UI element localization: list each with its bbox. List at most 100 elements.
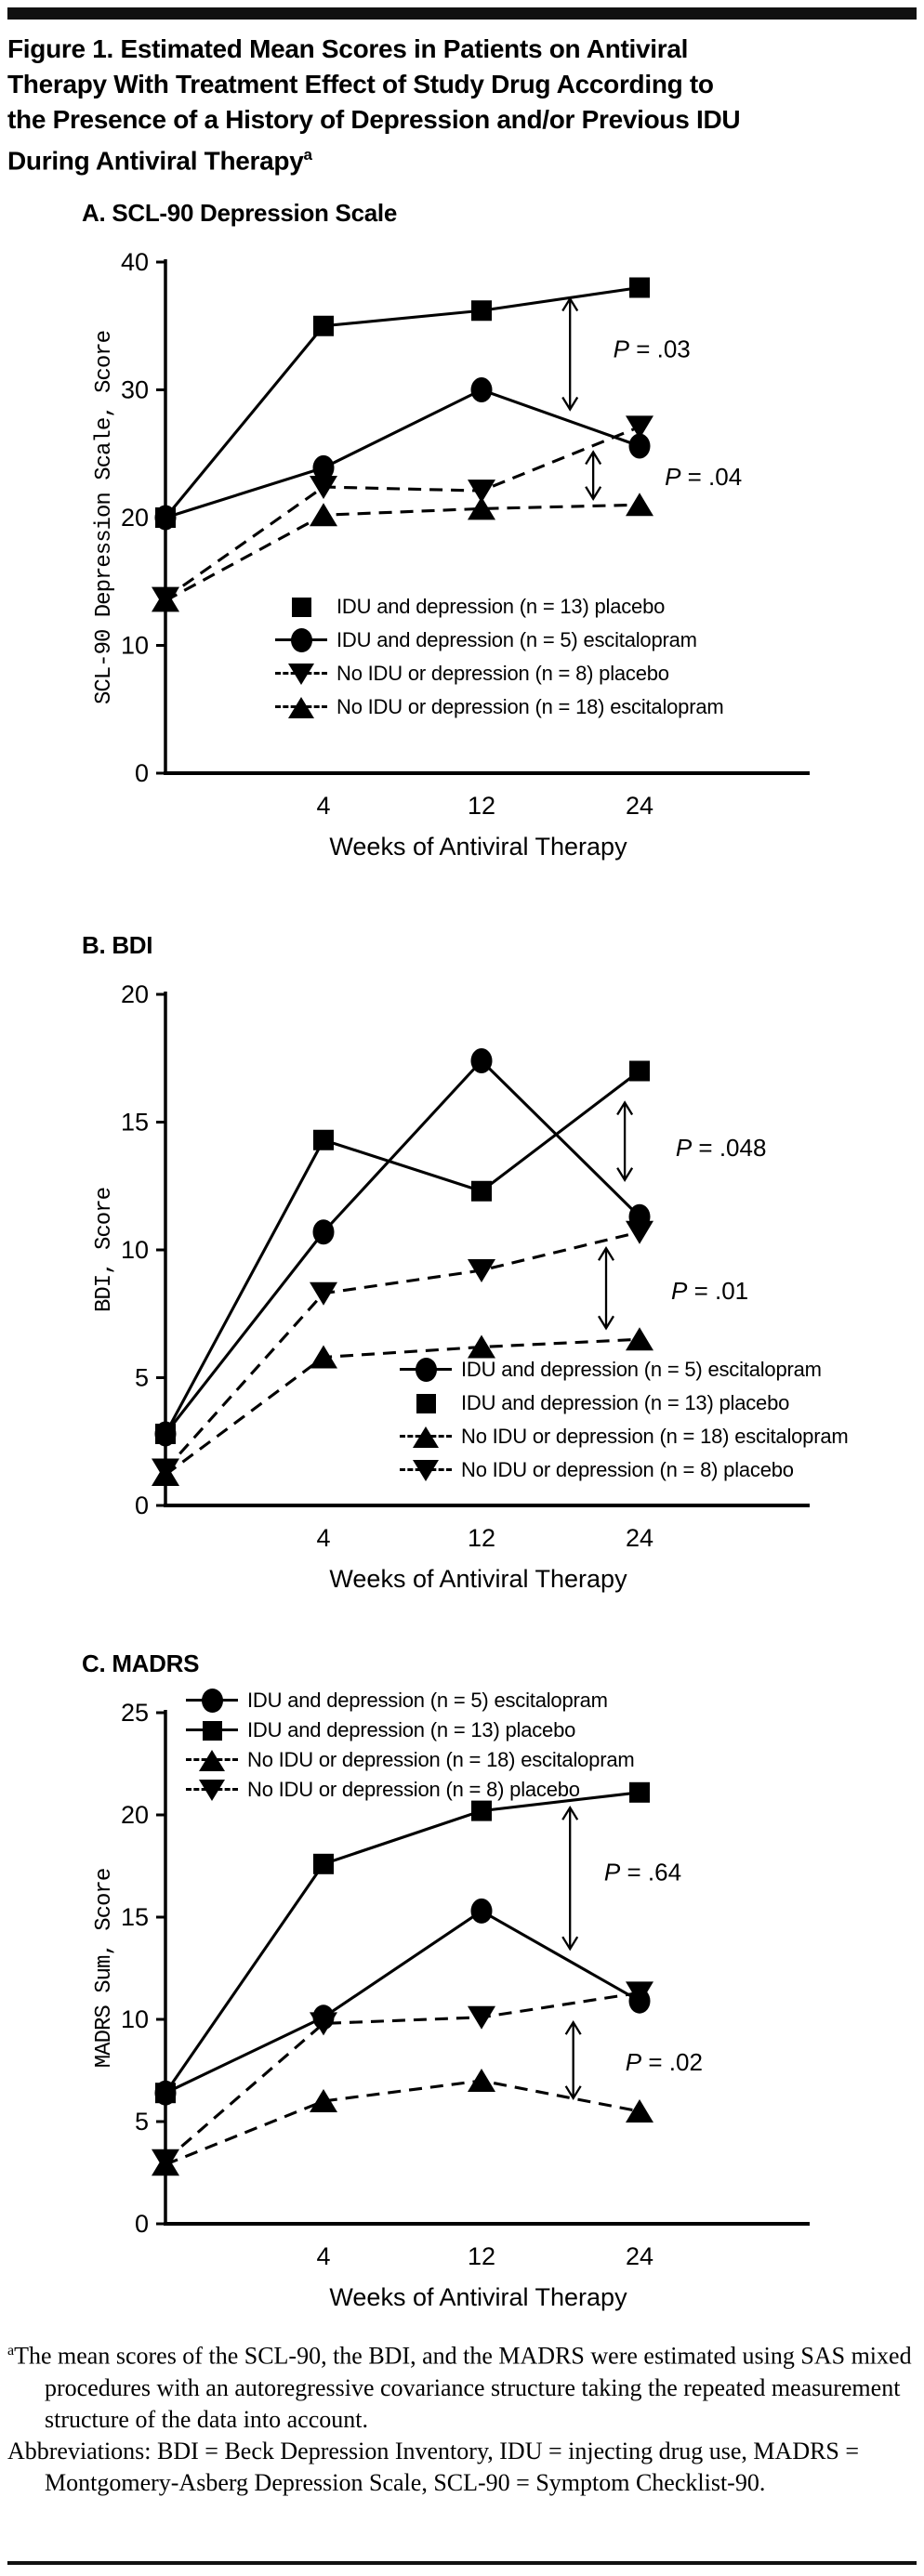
y-tick-label: 0 [135,1492,149,1519]
triangle-up-marker [310,503,337,527]
panel-a-canvas: 0 10 20 30 40 4 12 24 Weeks of Antiviral Therapy… [92,248,810,861]
legend-item: IDU and depression (n = 13) placebo [186,1716,635,1744]
triangle-down-marker [626,1220,653,1244]
y-tick-label: 15 [121,1903,149,1931]
x-tick-label: 12 [468,792,495,820]
panel-a-heading: A. SCL-90 Depression Scale [82,199,397,227]
square-marker [313,315,334,336]
triangle-up-marker [626,493,653,517]
circle-marker [312,1219,335,1245]
legend-label: No IDU or depression (n = 18) escitalopr… [337,695,724,718]
y-axis-title: BDI, Score [92,1188,117,1312]
legend-label: IDU and depression (n = 13) placebo [247,1718,576,1741]
triangle-up-icon [400,1423,452,1451]
legend-item: No IDU or depression (n = 8) placebo [275,660,724,688]
square-marker [629,277,650,298]
top-rule [7,7,917,20]
legend-label: IDU and depression (n = 13) placebo [461,1391,790,1414]
legend-item: IDU and depression (n = 5) escitalopram [275,626,724,654]
triangle-down-icon [400,1456,452,1484]
panel-c: C. MADRS 0 5 10 15 20 25 4 12 24 Weeks of Antivir… [0,1648,924,2326]
circle-marker [628,433,651,459]
circle-marker [312,454,335,480]
x-axis-title: Weeks of Antiviral Therapy [329,2283,627,2311]
arrow-head-down-icon [585,486,602,501]
triangle-up-marker [310,1345,337,1369]
p-value-label: P = .04 [665,463,742,491]
p-value-label: P = .64 [604,1859,681,1886]
panel-c-canvas: 0 5 10 15 20 25 4 12 24 Weeks of Antiviral Therap… [92,1699,810,2311]
series-line-square [164,1070,640,1435]
series-line-triangle-down [165,425,640,599]
square-icon [400,1389,452,1417]
triangle-down-marker [310,1281,337,1306]
x-tick-label: 4 [316,2242,330,2270]
y-tick-label: 20 [121,1801,149,1829]
square-icon [275,593,327,621]
series-line-square [164,285,640,519]
y-tick-label: 20 [121,504,149,532]
legend-item: No IDU or depression (n = 8) placebo [400,1456,849,1484]
x-tick-label: 4 [316,792,330,820]
y-tick-label: 5 [135,2108,149,2136]
legend-item: IDU and depression (n = 13) placebo [400,1389,849,1417]
series-line-triangle-up [165,2079,640,2166]
triangle-down-marker [310,476,337,499]
y-tick-label: 10 [121,2005,149,2033]
arrow-head-up-icon [585,450,602,466]
legend-label: IDU and depression (n = 13) placebo [337,595,666,618]
y-axis-title: SCL-90 Depression Scale, Score [92,331,117,704]
x-axis-title: Weeks of Antiviral Therapy [329,1565,627,1593]
triangle-down-marker [468,1259,495,1282]
x-tick-label: 12 [468,1524,495,1552]
triangle-down-marker [468,2005,495,2030]
x-tick-label: 4 [316,1524,330,1552]
y-tick-label: 10 [121,1236,149,1264]
y-axis-title: MADRS Sum, Score [92,1869,117,2068]
square-marker [155,2083,176,2104]
arrow-head-up-icon [561,296,579,312]
figure-title-line: During Antiviral Therapya [7,146,312,176]
figure-title-line: Figure 1. Estimated Mean Scores in Patie… [7,34,689,63]
legend-label: No IDU or depression (n = 18) escitalopr… [461,1425,849,1448]
series-line-triangle-down [164,1991,640,2162]
square-marker [471,1180,492,1202]
y-tick-label: 0 [135,759,149,787]
legend-item: IDU and depression (n = 5) escitalopram [400,1356,849,1384]
legend-item: No IDU or depression (n = 8) placebo [186,1776,635,1804]
series-line-square [164,1791,640,2095]
x-tick-label: 24 [626,1524,653,1552]
legend-label: No IDU or depression (n = 18) escitalopr… [247,1748,635,1771]
square-marker [313,1853,334,1874]
p-value-label: P = .03 [614,335,691,363]
legend-item: IDU and depression (n = 13) placebo [275,593,724,621]
square-marker [629,1781,650,1803]
triangle-up-icon [275,693,327,721]
arrow-head-down-icon [561,1936,579,1952]
triangle-up-marker [626,2099,653,2123]
triangle-down-marker [468,480,495,504]
arrow-head-down-icon [598,1315,614,1331]
circle-marker [470,1048,493,1073]
circle-marker [154,505,177,531]
panel-b-legend: IDU and depression (n = 5) escitalopram I… [400,1356,849,1484]
legend-item: No IDU or depression (n = 18) escitalopr… [400,1423,849,1451]
triangle-down-marker [626,1981,653,2005]
panel-a: A. SCL-90 Depression Scale 0 10 20 30 40 4 12 2… [0,197,924,875]
square-marker [471,300,492,322]
arrow-head-down-icon [616,1167,634,1182]
square-marker [313,1129,334,1150]
triangle-down-marker [626,415,653,440]
y-tick-label: 5 [135,1364,149,1392]
series-line-circle [165,388,640,519]
triangle-up-marker [468,1334,495,1359]
legend-label: No IDU or depression (n = 8) placebo [461,1458,794,1481]
square-marker [471,1800,492,1821]
panel-b-heading: B. BDI [82,931,153,959]
panel-c-heading: C. MADRS [82,1649,200,1677]
triangle-up-marker [626,1327,653,1351]
series-line-circle [164,1058,641,1435]
series-line-triangle-down [164,1230,640,1471]
arrow-head-up-icon [598,1246,614,1261]
y-tick-label: 20 [121,980,149,1008]
